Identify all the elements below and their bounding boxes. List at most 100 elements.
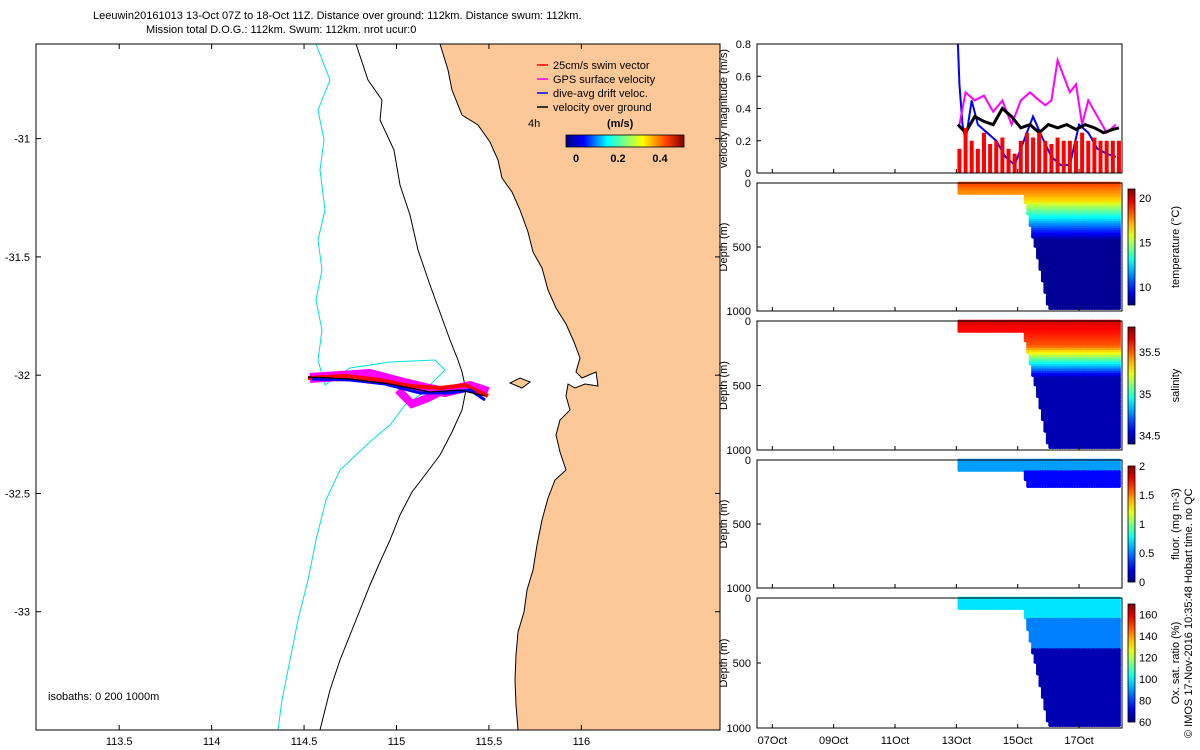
colorbar-fluorescence (1127, 465, 1136, 583)
colorbar-tick-label: 15 (1139, 238, 1151, 250)
y-tick-label: 500 (733, 519, 751, 531)
y-tick-label: 0.6 (736, 71, 751, 83)
swim-bar (1098, 140, 1103, 173)
swim-bar (963, 127, 968, 173)
y-tick-label: 1000 (727, 306, 751, 318)
lon-tick-label: 116 (573, 736, 591, 748)
map-panel: 113.5 114 114.5 115 115.5 116 -31 -31.5 -32 -32.… (5, 43, 721, 748)
colorbar-tick-label: 1 (1139, 519, 1145, 531)
colorbar-tick-label: 0.5 (1139, 548, 1154, 560)
lat-tick-label: -31 (14, 134, 30, 146)
swim-bar (1067, 140, 1072, 173)
colorbar-salinity (1127, 326, 1136, 445)
colorbar-tick-label: 0 (1139, 577, 1145, 589)
swim-bar (1006, 148, 1011, 173)
legend-swim-vector: 25cm/s swim vector (553, 60, 650, 72)
swim-bar (988, 143, 993, 173)
swim-bar (1080, 132, 1085, 173)
lon-tick-label: 114 (203, 736, 221, 748)
swim-bar (1110, 140, 1115, 173)
y-tick-label: 0.8 (736, 39, 751, 51)
y-tick-label: 0.4 (736, 104, 751, 116)
profile-point (1116, 306, 1121, 311)
y-tick-label: 0 (745, 455, 751, 467)
panel-temperature: 0 500 1000 Depth (m) 10 15 20 temperature (°C) (718, 178, 1182, 318)
isobath-200m (277, 44, 446, 730)
swim-bar (1061, 140, 1066, 173)
lon-tick-label: 113.5 (106, 736, 133, 748)
lat-tick-label: -33 (14, 607, 30, 619)
swim-bar (1055, 137, 1060, 173)
colorbar-label: temperature (°C) (1170, 206, 1182, 288)
colorbar-tick-label: 35.5 (1139, 347, 1160, 359)
y-tick-label: 0 (745, 178, 751, 190)
swim-bar (1116, 140, 1121, 173)
profile-points (957, 181, 1121, 311)
swim-bar (969, 140, 974, 173)
speed-tick-0: 0 (573, 153, 579, 165)
glider-track (307, 369, 490, 409)
swim-bar (1018, 140, 1023, 173)
swim-bar (1104, 140, 1109, 173)
swim-bar (975, 148, 980, 173)
y-tick-label: 500 (733, 242, 751, 254)
series-line (958, 56, 1117, 135)
y-tick-label: 0 (745, 168, 751, 180)
colorbar-tick-label: 1.5 (1139, 490, 1154, 502)
profile-point (1116, 483, 1121, 488)
swim-bar (1037, 132, 1042, 173)
swim-bar (1043, 140, 1048, 173)
colorbar-tick-label: 20 (1139, 193, 1151, 205)
map-lat-ticks: -31 -31.5 -32 -32.5 -33 (5, 134, 720, 619)
swim-bar (1073, 140, 1078, 173)
swim-bar (1000, 137, 1005, 173)
swim-bar (981, 132, 986, 173)
speed-tick-02: 0.2 (610, 153, 625, 165)
map-legend: 25cm/s swim vector GPS surface velocity … (528, 60, 685, 165)
profile-point (1116, 445, 1121, 450)
colorbar-tick-label: 34.5 (1139, 431, 1160, 443)
lat-tick-label: -32 (14, 370, 30, 382)
colorbar-label: fluor. (mg m-3) (1170, 488, 1182, 560)
profile-points (957, 319, 1121, 450)
land-area (439, 44, 720, 730)
swim-bar (957, 148, 962, 173)
title-line-1: Leeuwin20161013 13-Oct 07Z to 18-Oct 11Z… (93, 10, 582, 22)
swim-bar (1049, 143, 1054, 173)
speed-tick-04: 0.4 (652, 153, 668, 165)
y-axis-label: Depth (m) (718, 361, 730, 410)
y-axis-label: Depth (m) (718, 500, 730, 549)
isobath-1000m (319, 44, 467, 730)
swim-bar (1012, 153, 1017, 173)
speed-colorbar (565, 134, 685, 148)
lon-tick-label: 114.5 (291, 736, 318, 748)
colorbar-label: salinity (1170, 368, 1182, 402)
colorbar-tick-label: 10 (1139, 282, 1151, 294)
swim-bar (994, 140, 999, 173)
swim-bar (1086, 140, 1091, 173)
legend-velocity-over-ground: velocity over ground (553, 102, 651, 114)
lat-tick-label: -31.5 (5, 252, 30, 264)
swim-bar (1024, 132, 1029, 173)
colorbar-tick-label: 2 (1139, 461, 1145, 473)
time-marker: 4h (528, 118, 540, 130)
legend-gps-velocity: GPS surface velocity (553, 74, 656, 86)
lon-tick-label: 115.5 (476, 736, 503, 748)
title-line-2: Mission total D.O.G.: 112km. Swum: 112km… (146, 24, 417, 36)
y-axis-label: Depth (m) (718, 223, 730, 272)
legend-drift-velocity: dive-avg drift veloc. (553, 88, 648, 100)
lon-tick-label: 115 (388, 736, 406, 748)
swim-bar (1092, 137, 1097, 173)
y-tick-label: 0.2 (736, 136, 751, 148)
lat-tick-label: -32.5 (5, 488, 30, 500)
isobath-label: isobaths: 0 200 1000m (48, 691, 159, 703)
map-lon-ticks: 113.5 114 114.5 115 115.5 116 (106, 44, 590, 748)
y-tick-label: 500 (733, 381, 751, 393)
swim-bar (1031, 137, 1036, 173)
